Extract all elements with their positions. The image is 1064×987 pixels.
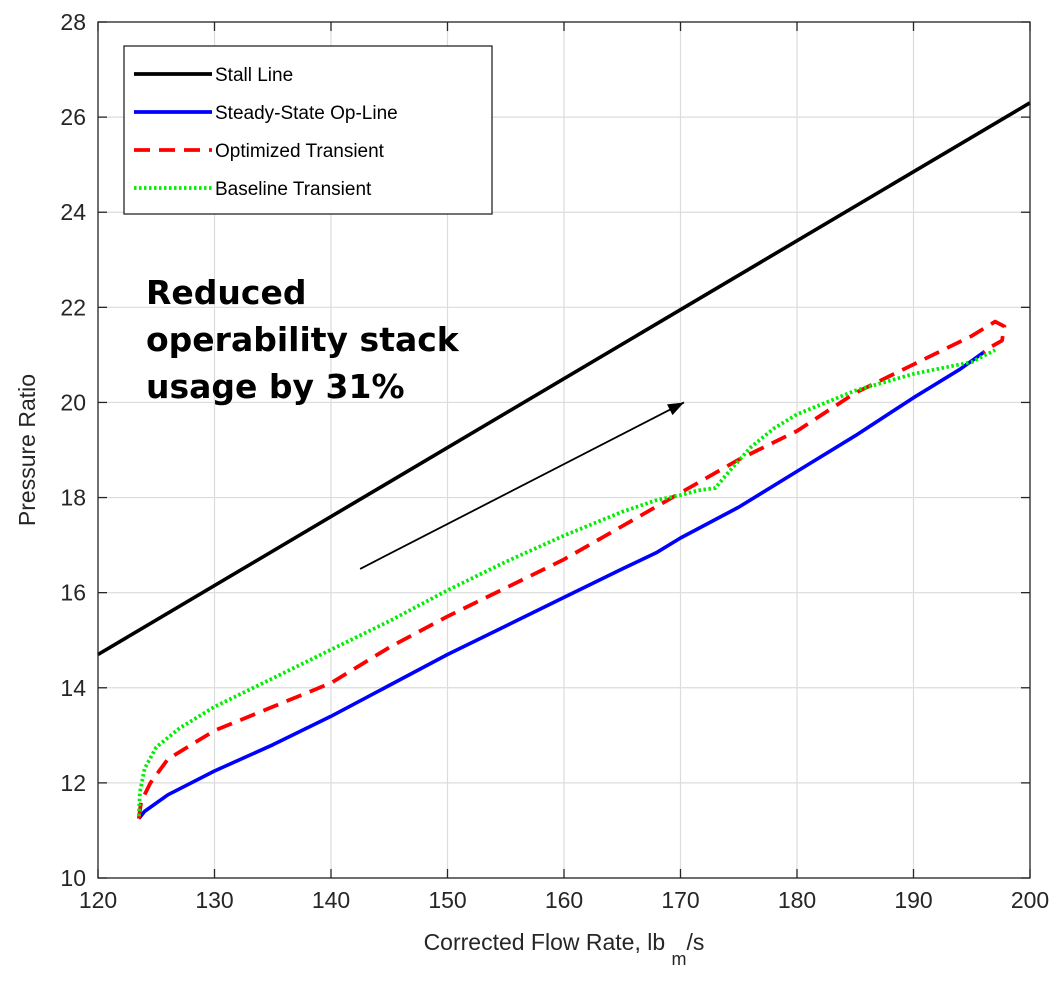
x-tick-label: 130 (195, 887, 233, 913)
annotation-line: operability stack (146, 320, 460, 359)
annotation-arrow (359, 401, 685, 570)
y-tick-label: 20 (60, 389, 86, 415)
x-tick-label: 170 (661, 887, 699, 913)
annotation-line: Reduced (146, 273, 306, 312)
series-layer (97, 101, 1031, 820)
y-tick-label: 18 (60, 485, 86, 511)
y-tick-label: 16 (60, 580, 86, 606)
y-tick-label: 24 (60, 199, 86, 225)
x-tick-label: 140 (312, 887, 350, 913)
y-tick-label: 26 (60, 104, 86, 130)
annotation: Reduced operability stack usage by 31% (146, 273, 460, 406)
x-tick-label: 160 (545, 887, 583, 913)
y-tick-label: 12 (60, 770, 86, 796)
x-tick-label: 150 (428, 887, 466, 913)
x-tick-label: 180 (778, 887, 816, 913)
legend-label-stall-line: Stall Line (215, 65, 293, 86)
legend: Stall Line Steady-State Op-Line Optimized … (123, 45, 493, 215)
series-line-steady-state-op-line (137, 351, 985, 820)
y-tick-label: 28 (60, 9, 86, 35)
x-tick-label: 120 (79, 887, 117, 913)
annotation-arrow-layer (359, 401, 685, 570)
annotation-text: Reduced operability stack usage by 31% (146, 273, 460, 406)
series-line-stall-line (97, 101, 1031, 657)
x-tick-label: 190 (894, 887, 932, 913)
legend-label-baseline-transient: Baseline Transient (215, 179, 372, 200)
x-tick-label: 200 (1011, 887, 1049, 913)
legend-label-optimized-transient: Optimized Transient (215, 141, 385, 162)
series-line-optimized-transient (136, 319, 1007, 819)
x-axis-label: Corrected Flow Rate, lb m/s (424, 929, 705, 969)
y-axis-label: Pressure Ratio (14, 374, 40, 526)
axis-labels: Corrected Flow Rate, lb m/s Pressure Rati… (14, 374, 704, 969)
legend-label-steady-state-op-line: Steady-State Op-Line (215, 103, 398, 124)
y-tick-label: 10 (60, 865, 86, 891)
y-tick-label: 14 (60, 675, 86, 701)
annotation-line: usage by 31% (146, 367, 405, 406)
axes (97, 21, 1031, 879)
y-tick-label: 22 (60, 294, 86, 320)
series-line-baseline-transient (136, 348, 996, 817)
tick-labels: 120 130 140 150 160 170 180 190 200 10 12 14 16 18 20 2… (60, 9, 1049, 913)
annotation-arrow-head (667, 402, 684, 416)
